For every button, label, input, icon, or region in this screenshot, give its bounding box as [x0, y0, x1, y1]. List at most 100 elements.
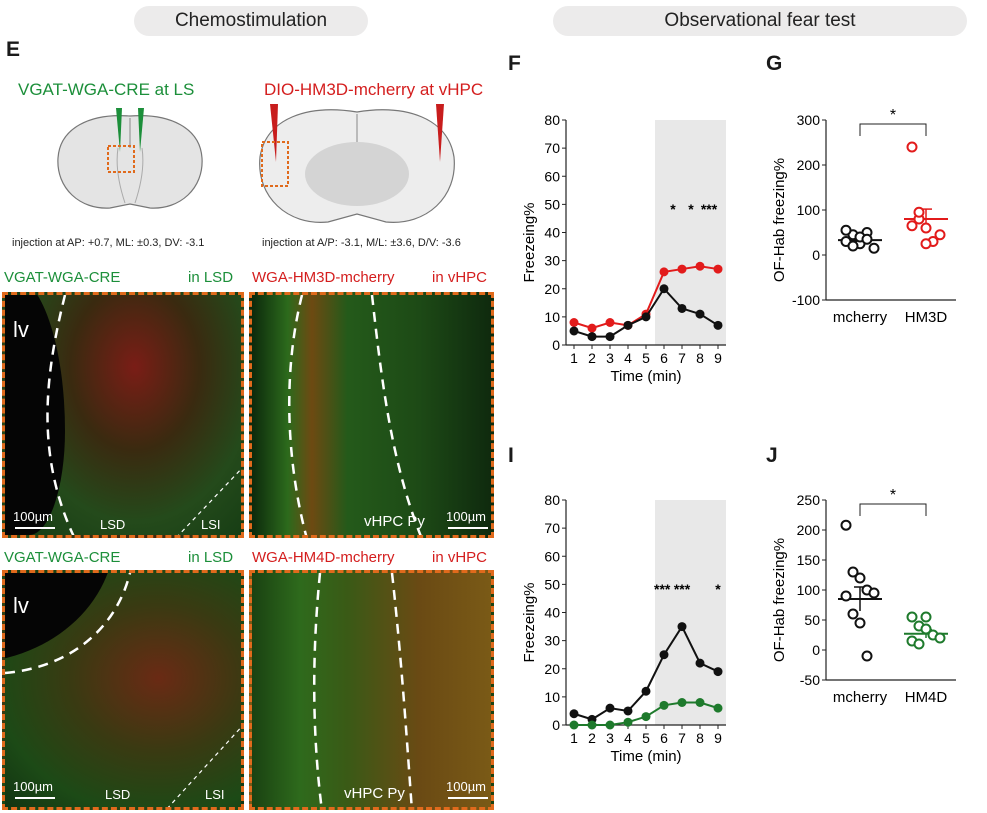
- micrograph-vhpc-row2: vHPC Py 100µm: [249, 570, 494, 810]
- data-point: [934, 632, 946, 644]
- vhpc-py-label: vHPC Py: [364, 513, 425, 530]
- x-category-label: mcherry: [833, 309, 888, 326]
- x-category-label: HM3D: [905, 309, 948, 326]
- data-point: [920, 623, 932, 635]
- shaded-region: [655, 500, 726, 725]
- brain-schematic-right: [259, 104, 455, 223]
- observational-fear-header: Observational fear test: [553, 6, 967, 36]
- data-point: [623, 320, 633, 330]
- shaded-region: [655, 120, 726, 345]
- x-tick-label: 1: [570, 350, 578, 366]
- vhpc-py-label: vHPC Py: [344, 785, 405, 802]
- y-tick-label: 0: [552, 717, 560, 733]
- data-point: [840, 224, 852, 236]
- scale-bar-label: 100µm: [13, 509, 54, 524]
- y-axis-label: Freezeing%: [521, 582, 538, 662]
- chart-f-freezing-time: 0 10 20 30 40 50 60 70 80 1 2 3 4 5 6 7 8 9 Time (min) Free…: [521, 112, 726, 385]
- y-tick-label: 150: [797, 552, 821, 568]
- data-point: [713, 703, 723, 713]
- chemostimulation-header: Chemostimulation: [134, 6, 368, 36]
- scale-bar-label: 100µm: [13, 779, 54, 794]
- significance-star: ***: [701, 201, 718, 217]
- significance-star: ***: [674, 581, 691, 597]
- data-point: [868, 587, 880, 599]
- x-tick-label: 3: [606, 730, 614, 746]
- data-point: [605, 332, 615, 342]
- data-point: [659, 650, 669, 660]
- y-tick-label: -50: [800, 672, 820, 688]
- significance-star: *: [715, 581, 721, 597]
- data-point: [677, 264, 687, 274]
- data-point: [587, 720, 597, 730]
- data-point: [659, 700, 669, 710]
- data-point: [913, 206, 925, 218]
- data-point: [641, 712, 651, 722]
- y-tick-label: 200: [797, 522, 821, 538]
- significance-bracket: [859, 503, 927, 516]
- x-axis-label: Time (min): [610, 748, 681, 765]
- x-tick-label: 4: [624, 730, 632, 746]
- x-category-label: mcherry: [833, 689, 888, 706]
- panel-label-f: F: [508, 52, 521, 75]
- y-tick-label: 300: [797, 112, 821, 128]
- data-point: [623, 717, 633, 727]
- data-point: [847, 608, 859, 620]
- panel-label-j: J: [766, 444, 778, 467]
- x-tick-label: 9: [714, 350, 722, 366]
- x-tick-label: 8: [696, 350, 704, 366]
- x-tick-label: 4: [624, 350, 632, 366]
- data-point: [934, 229, 946, 241]
- data-point: [677, 303, 687, 313]
- schematic-right-caption: injection at A/P: -3.1, M/L: ±3.6, D/V: …: [262, 237, 461, 249]
- data-point: [854, 617, 866, 629]
- y-tick-label: 80: [544, 112, 560, 128]
- x-tick-label: 7: [678, 350, 686, 366]
- data-point: [840, 519, 852, 531]
- significance-star: *: [890, 107, 896, 124]
- y-tick-label: 40: [544, 605, 560, 621]
- data-point: [920, 238, 932, 250]
- y-tick-label: 0: [812, 642, 820, 658]
- significance-star: *: [670, 201, 676, 217]
- data-point: [854, 572, 866, 584]
- scale-bar: [448, 797, 488, 799]
- lsi-label: LSI: [201, 517, 221, 532]
- data-point: [713, 264, 723, 274]
- y-tick-label: 40: [544, 225, 560, 241]
- data-point: [677, 698, 687, 707]
- y-tick-label: 20: [544, 661, 560, 677]
- x-tick-label: 2: [588, 350, 596, 366]
- x-tick-label: 6: [660, 730, 668, 746]
- y-tick-label: 30: [544, 253, 560, 269]
- data-point: [695, 658, 705, 668]
- data-point: [906, 611, 918, 623]
- row2-right-label-b: in vHPC: [432, 549, 488, 566]
- micrograph-lsd-row1: lv 100µm LSD LSI: [2, 292, 244, 538]
- row2-right-label-a: WGA-HM4D-mcherry: [252, 549, 395, 566]
- chart-j-ofhab-freezing: -50 0 50 100 150 200 250 mcherry HM4D OF-Hab free…: [771, 487, 956, 706]
- data-point: [587, 323, 597, 333]
- significance-star: ***: [654, 581, 671, 597]
- schematic-right-title: DIO-HM3D-mcherry at vHPC: [264, 80, 484, 99]
- data-point: [906, 141, 918, 153]
- row2-left-label-b: in LSD: [188, 549, 234, 566]
- x-tick-label: 9: [714, 730, 722, 746]
- lv-label: lv: [13, 317, 29, 342]
- y-tick-label: 60: [544, 548, 560, 564]
- scale-bar-label: 100µm: [446, 509, 487, 524]
- data-point: [847, 240, 859, 252]
- data-point: [677, 622, 687, 632]
- lsi-label: LSI: [205, 787, 225, 802]
- row2-left-label-a: VGAT-WGA-CRE: [4, 549, 121, 566]
- row1-left-label-a: VGAT-WGA-CRE: [4, 269, 121, 286]
- lsd-label: LSD: [105, 787, 131, 802]
- x-tick-label: 7: [678, 730, 686, 746]
- y-tick-label: 80: [544, 492, 560, 508]
- x-tick-label: 2: [588, 730, 596, 746]
- data-point: [847, 566, 859, 578]
- data-point: [605, 703, 615, 713]
- x-tick-label: 1: [570, 730, 578, 746]
- data-point: [605, 720, 615, 730]
- y-tick-label: 70: [544, 140, 560, 156]
- data-point: [913, 638, 925, 650]
